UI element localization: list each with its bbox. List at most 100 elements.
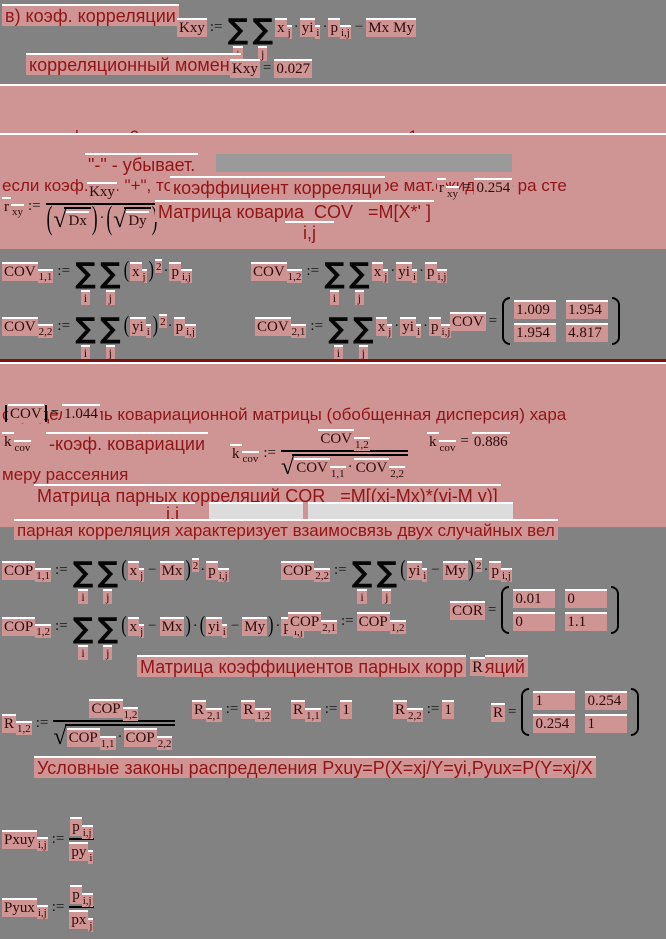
sub-22: 2,2 [156,735,173,750]
text-region-correlation-moment[interactable]: корреляционный момент [26,53,241,75]
radical-icon: √ [53,207,67,233]
var-x: x [127,560,140,580]
sigma-icon: ∑ [324,255,345,290]
var-cov: COV [251,261,287,281]
text-region-coef-correlation[interactable]: в) коэф. корреляции [2,4,179,26]
label-pair-corr-note: парная корреляция характеризует взаимосв… [14,519,558,540]
text-region-pair-corr-title[interactable]: Матрица парных корреляций COR =M[(xj-Mx)… [34,484,501,506]
value-rxy: 0.254 [474,178,513,197]
var-r-cap: R [291,700,306,719]
sub-12: 1,2 [35,624,51,638]
sub-11: 1,1 [35,568,51,582]
sub-xy: xy [446,185,459,200]
result-cov-matrix[interactable]: COV = 1.009 1.954 1.954 4.817 [450,297,621,345]
label-correlation-coefficient: коэффициент корреляци [170,176,385,198]
assign-op: := [310,317,324,334]
var-mx: Mx [159,560,185,580]
var-p: p [425,261,437,281]
sigma-icon: ∑ [352,310,374,345]
assign-op: := [54,617,68,634]
formula-cop21[interactable]: COP 2,1 := COP 1,2 [288,612,407,634]
result-cor-matrix[interactable]: COR = 0.01 0 0 1.1 [450,586,620,634]
var-r-cap: R [2,713,17,733]
sigma-icon: ∑ [99,310,121,345]
formula-r12-definition[interactable]: R 1,2 := COP 1,2 √ COP 1,1 · COP 2,2 [2,680,177,766]
radical-icon: √ [113,207,127,233]
result-kcov[interactable]: k cov = 0.886 [427,432,510,454]
text-region-r-matrix-title[interactable]: Матрица коэффициентов парных корр R яций [137,655,528,677]
sub-ij: i,j [217,568,229,582]
sub-cov: cov [241,451,260,465]
formula-rxy-definition[interactable]: rxy := Kxy ( √Dx ) · ( √Dy ) [2,166,160,246]
sum-index-i: i [78,588,88,604]
text-region-cov-matrix-subscript[interactable]: i,j [285,221,334,243]
var-yi: yi [396,261,412,281]
sub-ij: i,j [36,837,48,851]
multiply-dot: · [394,317,400,334]
superscript-2: 2 [474,558,483,572]
result-kxy[interactable]: Kxy = 0.027 [230,59,313,78]
result-det-cov[interactable]: COV = 1.044 [4,404,100,423]
equals-op: = [487,601,497,618]
label-decreases: "-" - убывает. [85,153,199,175]
result-r-matrix[interactable]: R = 1 0.254 0.254 1 [491,688,640,736]
sub-12: 1,2 [255,707,272,722]
sum-over-i: ∑i [75,258,96,305]
formula-pyux[interactable]: Pyux i,j := p i,j px j [2,876,96,938]
region-kcov-label[interactable]: k cov [2,432,32,454]
sum-over-i: ∑i [328,313,349,360]
fraction: p i,j px j [69,885,95,932]
sub-ij: i,j [81,824,93,839]
fraction-bar [281,450,409,452]
multiply-dot: · [167,317,173,334]
result-rxy[interactable]: r xy = 0.254 [437,178,513,200]
sum-index-j: j [354,289,364,305]
sqrt: √ COV 1,1 · COV 2,2 [281,454,409,480]
var-cop: COP [2,616,36,636]
text-region-covariance-coef[interactable]: -коэф. ковариации [46,432,209,454]
var-yi: yi [400,316,416,336]
fraction: COV 1,2 √ COV 1,1 · COV 2,2 [281,429,409,480]
assign-op: := [209,18,223,35]
formula-cov22[interactable]: COV 2,2 := ∑ i ∑ j ( yi i ) 2 · p i,j [2,299,197,360]
var-my: My [442,560,468,580]
formula-r21[interactable]: R 2,1 := R 1,2 [192,700,272,722]
sum-index-i: i [78,644,88,660]
left-paren: ( [123,257,130,283]
sigma-icon: ∑ [227,11,249,46]
assign-op: := [225,701,239,717]
sum-over-j: ∑ j [376,557,397,604]
left-paren: ( [199,612,206,638]
sum-over-j: ∑ j [100,258,121,305]
formula-kcov-definition[interactable]: k cov := COV 1,2 √ COV 1,1 · COV 2,2 [230,410,410,496]
sum-index-i: i [80,289,91,305]
sub-ij: i,j [339,25,351,39]
text-region-decreases[interactable]: "-" - убывает. [85,153,199,175]
matrix-right-paren [631,688,640,736]
formula-pxuy[interactable]: Pxuy i,j := p i,j py i [2,808,96,870]
formula-r22[interactable]: R 2,2 := 1 [393,700,454,722]
var-p: p [173,316,186,336]
text-region-pair-corr-note[interactable]: парная корреляция характеризует взаимосв… [14,519,558,540]
formula-cop22[interactable]: COP 2,2 := ∑ i ∑ j ( yi i − My ) 2 · p i,j [281,543,513,604]
multiply-dot: · [423,317,429,334]
formula-kxy-definition[interactable]: Kxy := ∑i ∑j xj · yii · pi,j − Mx My [177,2,416,61]
fraction-bar [69,906,95,908]
superscript-2: 2 [154,259,163,273]
matrix-cell: 1.954 [566,300,609,319]
var-k: k [427,432,439,451]
label-covariance-coef: -коэф. ковариации [46,432,209,454]
formula-r11[interactable]: R 1,1 := 1 [291,700,352,722]
text-region-conditional-laws[interactable]: Условные законы распределения Pxuy=P(X=x… [34,756,596,778]
label-r-matrix-title-left: Матрица коэффициентов парных корр [137,655,467,677]
var-pyux: Pyux [2,897,37,917]
text-region-cov-matrix-title[interactable]: Матрица ковариа COV =M[X*' ] [155,200,434,222]
matrix-left-paren [502,297,511,345]
sigma-icon: ∑ [72,610,94,645]
text-region-correlation-coefficient[interactable]: коэффициент корреляци [170,176,385,198]
